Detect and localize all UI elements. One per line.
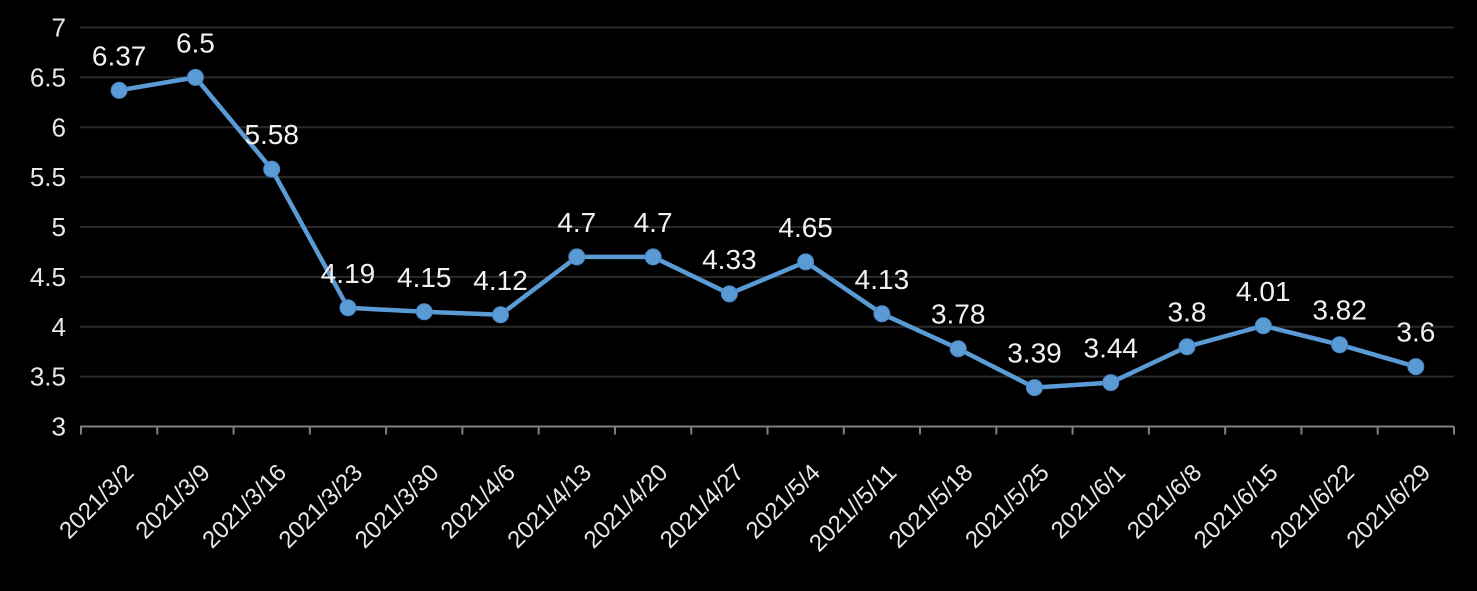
data-point-marker — [110, 81, 128, 99]
data-point-label: 4.7 — [557, 207, 596, 238]
data-point-marker — [644, 248, 662, 266]
y-tick-label: 7 — [52, 13, 66, 43]
data-point-marker — [873, 305, 891, 323]
data-point-label: 4.13 — [855, 264, 910, 295]
data-point-label: 4.7 — [634, 207, 673, 238]
data-point-label: 4.19 — [321, 258, 376, 289]
y-tick-label: 5 — [52, 212, 66, 242]
data-point-marker — [1254, 317, 1272, 335]
y-tick-label: 6 — [52, 112, 66, 142]
data-point-label: 3.78 — [931, 299, 986, 330]
x-tick-label: 2021/3/30 — [350, 459, 445, 554]
data-point-label: 3.6 — [1396, 317, 1435, 348]
data-point-label: 6.5 — [176, 27, 215, 58]
data-point-label: 4.01 — [1236, 276, 1291, 307]
data-point-label: 3.82 — [1312, 295, 1367, 326]
data-line — [116, 75, 1419, 390]
data-point-marker — [186, 68, 204, 86]
y-tick-label: 3 — [52, 412, 66, 442]
x-tick-label: 2021/6/1 — [1046, 459, 1131, 544]
data-point-marker — [339, 299, 357, 317]
data-point-label: 3.39 — [1007, 338, 1062, 369]
data-point-label: 5.58 — [244, 119, 299, 150]
y-tick-label: 4 — [52, 312, 66, 342]
data-point-marker — [1407, 358, 1425, 376]
x-tick-label: 2021/4/27 — [655, 459, 750, 554]
y-tick-label: 3.5 — [30, 362, 66, 392]
y-tick-label: 6.5 — [30, 62, 66, 92]
data-point-marker — [492, 306, 510, 324]
y-tick-label: 5.5 — [30, 162, 66, 192]
x-tick-label: 2021/6/29 — [1342, 459, 1437, 554]
x-tick-label: 2021/5/25 — [960, 459, 1055, 554]
data-point-label: 4.65 — [778, 212, 833, 243]
data-point-marker — [1178, 338, 1196, 356]
data-point-label: 4.12 — [473, 265, 528, 296]
data-point-marker — [1025, 379, 1043, 397]
data-point-marker — [797, 253, 815, 271]
x-tick-label: 2021/3/2 — [54, 459, 139, 544]
data-point-label: 6.37 — [92, 40, 147, 71]
data-point-marker — [1102, 374, 1120, 392]
data-point-marker — [415, 303, 433, 321]
data-point-label: 3.8 — [1168, 297, 1207, 328]
data-point-marker — [568, 248, 586, 266]
data-point-marker — [949, 340, 967, 358]
data-point-label: 4.33 — [702, 244, 757, 275]
data-point-marker — [720, 285, 738, 303]
data-point-label: 4.15 — [397, 262, 452, 293]
data-point-marker — [263, 160, 281, 178]
data-point-label: 3.44 — [1084, 333, 1139, 364]
data-point-marker — [1331, 336, 1349, 354]
y-tick-label: 4.5 — [30, 262, 66, 292]
